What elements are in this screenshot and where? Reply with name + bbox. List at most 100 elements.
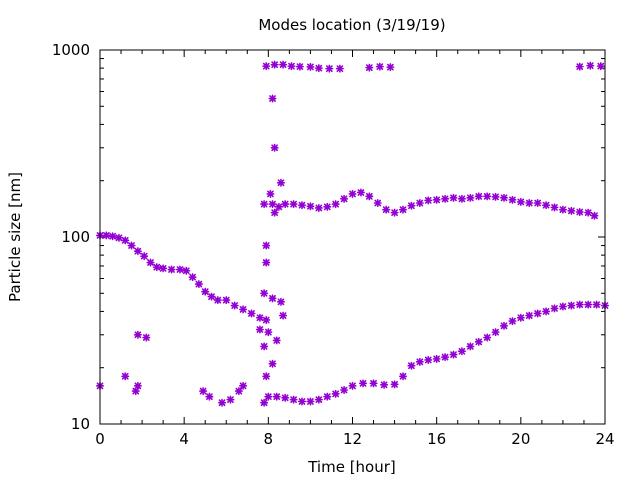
data-point xyxy=(281,393,290,402)
data-point xyxy=(306,202,315,211)
data-point xyxy=(499,321,509,330)
data-point xyxy=(194,280,203,289)
data-point xyxy=(272,392,281,401)
data-point xyxy=(297,397,307,406)
data-point xyxy=(516,313,525,322)
data-point xyxy=(398,205,408,214)
data-point xyxy=(188,273,197,282)
data-point xyxy=(424,196,433,205)
data-point xyxy=(359,379,368,388)
data-point xyxy=(424,355,433,364)
data-point xyxy=(550,203,559,212)
data-point xyxy=(323,202,332,211)
data-point xyxy=(295,62,304,71)
data-point xyxy=(348,381,357,390)
data-point xyxy=(152,263,161,272)
data-point xyxy=(230,301,239,310)
data-point xyxy=(146,258,155,267)
data-point xyxy=(584,300,593,309)
data-point xyxy=(525,198,534,207)
data-point xyxy=(279,60,288,69)
x-tick-label: 0 xyxy=(95,430,105,448)
data-point xyxy=(466,193,475,202)
data-point xyxy=(592,300,601,309)
data-point xyxy=(287,62,296,71)
data-point xyxy=(201,287,210,296)
data-point xyxy=(255,313,264,322)
x-tick-label: 8 xyxy=(264,430,274,448)
plot-frame xyxy=(99,49,606,425)
data-point xyxy=(432,195,441,204)
data-point xyxy=(262,315,271,324)
data-point xyxy=(234,387,243,396)
data-point xyxy=(542,201,551,210)
data-point xyxy=(266,189,275,198)
data-point xyxy=(270,208,279,217)
data-point xyxy=(483,192,492,201)
data-point xyxy=(268,359,277,368)
data-point xyxy=(182,266,191,275)
data-point xyxy=(483,333,492,342)
data-point xyxy=(567,301,576,310)
data-point xyxy=(373,198,382,207)
data-point xyxy=(297,201,307,210)
data-point xyxy=(314,203,323,212)
data-point xyxy=(274,202,283,211)
data-point xyxy=(102,231,111,240)
data-point xyxy=(281,200,290,209)
data-point xyxy=(133,330,142,339)
data-point xyxy=(121,372,130,381)
data-point xyxy=(306,397,315,406)
data-point xyxy=(542,307,551,316)
data-point xyxy=(457,347,466,356)
data-point xyxy=(441,194,450,203)
data-point xyxy=(218,398,227,407)
data-point xyxy=(255,325,264,334)
data-point xyxy=(268,94,277,103)
data-point xyxy=(398,372,408,381)
data-point xyxy=(449,350,458,359)
x-tick-label: 4 xyxy=(179,430,189,448)
data-point xyxy=(121,236,130,245)
data-point xyxy=(108,232,117,241)
data-point xyxy=(386,63,395,72)
data-point xyxy=(222,296,231,305)
data-point xyxy=(314,395,323,404)
data-point xyxy=(508,317,517,326)
data-point xyxy=(260,289,269,298)
data-point xyxy=(331,389,340,398)
data-point xyxy=(348,189,357,198)
data-point xyxy=(167,265,176,274)
chart-title: Modes location (3/19/19) xyxy=(258,16,445,34)
data-point xyxy=(340,385,349,394)
data-point xyxy=(380,380,389,389)
data-point xyxy=(584,208,593,217)
data-points xyxy=(96,60,610,407)
data-point xyxy=(276,297,285,306)
data-point xyxy=(558,302,567,311)
data-point xyxy=(550,304,559,313)
data-point xyxy=(533,309,542,318)
data-point xyxy=(415,357,424,366)
data-point xyxy=(449,193,458,202)
data-point xyxy=(213,296,222,305)
data-point xyxy=(596,62,605,71)
data-point xyxy=(262,258,271,267)
data-point xyxy=(567,206,576,215)
data-point xyxy=(533,198,542,207)
data-point xyxy=(586,61,595,70)
data-point xyxy=(375,62,384,71)
data-point xyxy=(270,60,279,69)
data-point xyxy=(279,311,288,320)
data-point xyxy=(407,201,416,210)
data-point xyxy=(457,194,466,203)
x-tick-label: 20 xyxy=(511,430,530,448)
data-point xyxy=(264,328,273,337)
data-point xyxy=(474,192,483,201)
data-point xyxy=(335,64,344,73)
data-point xyxy=(575,300,584,309)
data-point xyxy=(441,353,450,362)
data-point xyxy=(268,200,277,209)
data-point xyxy=(268,294,277,303)
x-tick-label: 24 xyxy=(595,430,614,448)
